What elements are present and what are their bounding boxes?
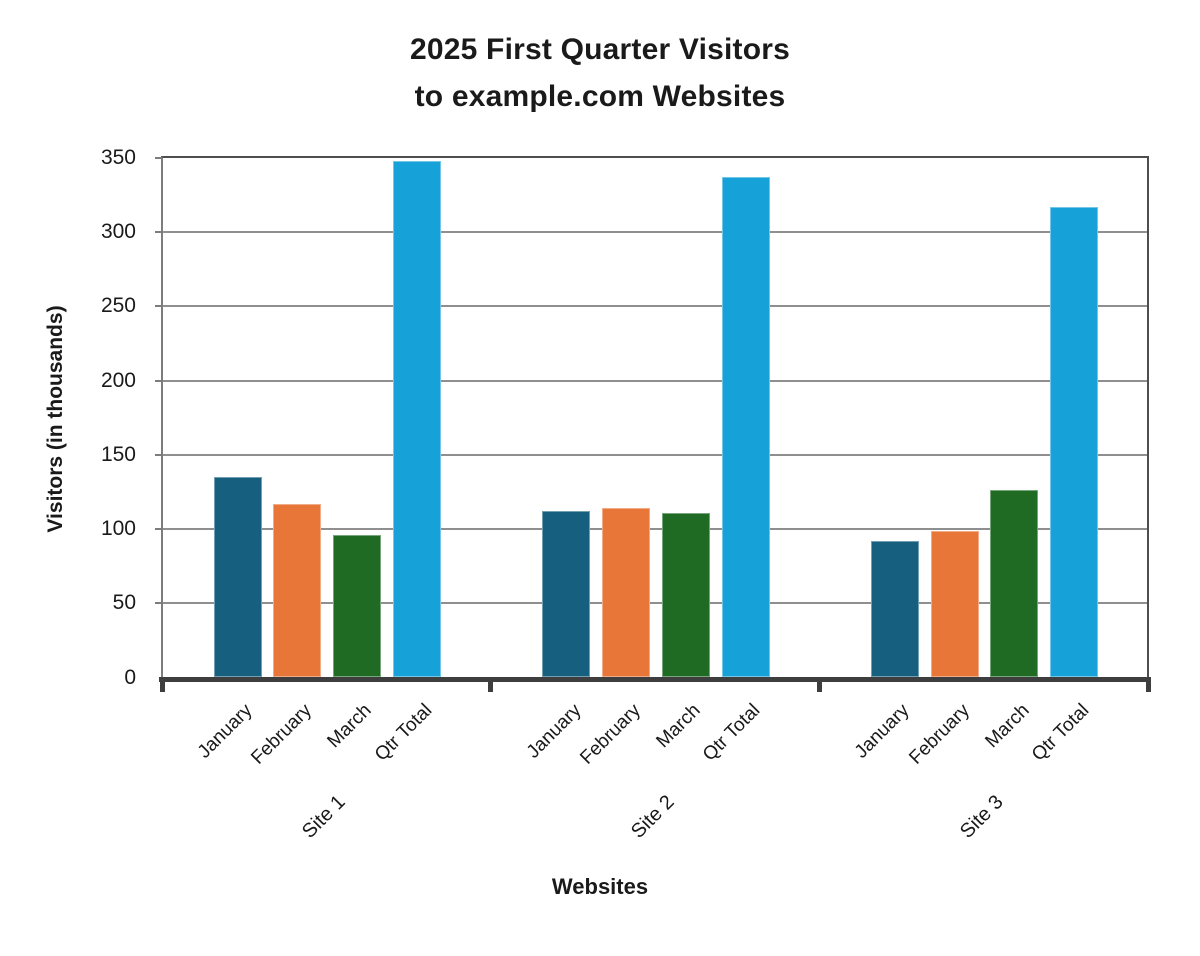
y-tick-label-250: 250 bbox=[100, 294, 136, 318]
gridline-300 bbox=[163, 231, 1147, 234]
x-axis-boundary-tick-1 bbox=[488, 677, 494, 692]
y-tick-label-350: 350 bbox=[100, 146, 136, 169]
gridline-250 bbox=[163, 305, 1147, 308]
bar-site-3-qtr-total bbox=[1050, 206, 1099, 678]
y-tick-label-50: 50 bbox=[112, 591, 136, 615]
bar-site-2-february bbox=[601, 508, 650, 678]
y-tick-mark-250 bbox=[155, 305, 161, 308]
bar-site-1-february bbox=[273, 503, 322, 678]
chart-title-line-2: to example.com Websites bbox=[414, 80, 786, 113]
bar-site-3-january bbox=[870, 540, 919, 678]
gridline-200 bbox=[163, 379, 1147, 382]
y-tick-label-0: 0 bbox=[124, 665, 136, 689]
bar-site-2-qtr-total bbox=[721, 177, 770, 678]
x-tick-label-site-1-february: February bbox=[247, 700, 317, 769]
y-tick-mark-300 bbox=[155, 231, 161, 234]
y-tick-mark-350 bbox=[155, 157, 161, 159]
y-tick-mark-200 bbox=[155, 379, 161, 382]
gridline-100 bbox=[163, 528, 1147, 531]
x-axis-boundary-tick-0 bbox=[159, 677, 165, 692]
bar-site-2-january bbox=[542, 511, 591, 678]
bar-site-2-march bbox=[661, 512, 710, 678]
gridline-50 bbox=[163, 602, 1147, 605]
y-tick-label-100: 100 bbox=[100, 517, 136, 541]
bar-site-1-qtr-total bbox=[392, 160, 441, 678]
y-tick-mark-100 bbox=[155, 528, 161, 531]
bar-site-1-march bbox=[333, 535, 382, 678]
x-tick-label-site-2-february: February bbox=[576, 700, 645, 769]
group-label-site-1: Site 1 bbox=[298, 791, 350, 843]
bar-site-1-january bbox=[213, 477, 262, 678]
x-axis-boundary-tick-2 bbox=[816, 677, 822, 692]
chart-title: 2025 First Quarter Visitors to example.c… bbox=[0, 26, 1200, 120]
gridline-150 bbox=[163, 453, 1147, 456]
y-tick-label-300: 300 bbox=[100, 220, 136, 244]
group-label-site-2: Site 2 bbox=[626, 791, 679, 843]
y-tick-mark-50 bbox=[155, 602, 161, 605]
x-tick-label-site-3-qtr-total: Qtr Total bbox=[1027, 700, 1094, 766]
group-label-site-3: Site 3 bbox=[955, 791, 1008, 843]
x-tick-label-site-1-qtr-total: Qtr Total bbox=[370, 700, 436, 766]
bar-site-3-february bbox=[930, 530, 979, 678]
y-tick-mark-150 bbox=[155, 453, 161, 456]
x-axis-title: Websites bbox=[551, 874, 649, 899]
y-tick-label-150: 150 bbox=[100, 442, 136, 466]
x-tick-label-site-3-february: February bbox=[904, 700, 974, 769]
x-tick-label-site-3-march: March bbox=[981, 700, 1034, 753]
x-tick-label-site-1-march: March bbox=[323, 700, 377, 753]
x-axis-line bbox=[159, 677, 1151, 682]
x-axis-boundary-tick-3 bbox=[1145, 677, 1151, 692]
bar-site-3-march bbox=[990, 490, 1039, 678]
y-tick-label-200: 200 bbox=[100, 368, 136, 392]
x-tick-label-site-2-qtr-total: Qtr Total bbox=[699, 700, 765, 766]
x-tick-label-site-2-march: March bbox=[652, 700, 705, 753]
chart-title-line-1: 2025 First Quarter Visitors bbox=[409, 33, 791, 66]
